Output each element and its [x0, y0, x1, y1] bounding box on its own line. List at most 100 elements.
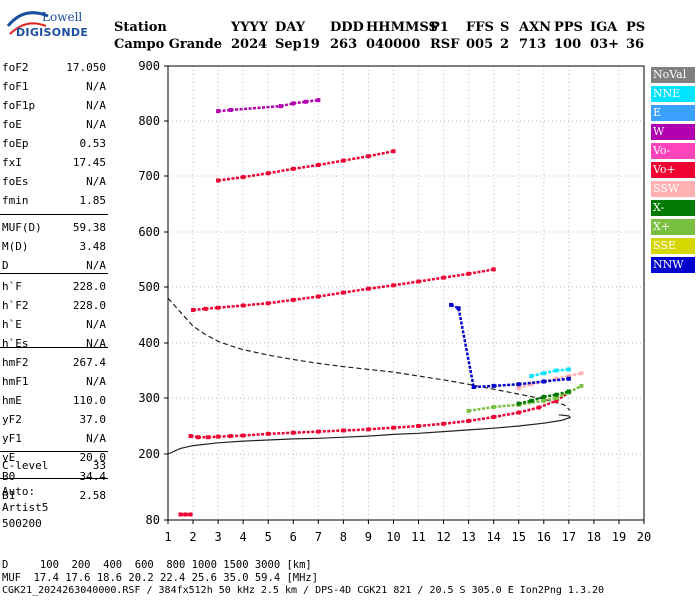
echo-point: [241, 433, 246, 438]
echo-point: [541, 398, 546, 403]
echo-point: [566, 374, 571, 378]
echo-point: [579, 383, 584, 388]
x-tick-label: 17: [562, 530, 576, 544]
param-value: N/A: [86, 259, 106, 272]
echo-point: [278, 104, 283, 109]
echo-point: [266, 171, 271, 176]
param-name: hmF1: [2, 375, 29, 388]
echo-trace-segment: [543, 377, 557, 383]
echo-point: [554, 396, 559, 400]
echo-trace-segment: [293, 430, 319, 434]
param-name: MUF(D): [2, 221, 42, 234]
echo-trace-segment: [217, 304, 244, 309]
echo-point: [491, 267, 496, 272]
echo-trace-segment: [343, 154, 369, 162]
echo-point: [441, 421, 446, 426]
echo-point: [216, 305, 221, 310]
param-row: C-level 33: [0, 456, 108, 475]
param-name: yF2: [2, 413, 22, 426]
param-name: foF2: [2, 61, 29, 74]
echo-point: [491, 404, 496, 409]
x-tick-label: 4: [240, 530, 247, 544]
echo-trace-segment: [343, 287, 369, 294]
param-name: yF1: [2, 432, 22, 445]
autoscale-text: Auto:: [2, 485, 36, 498]
x-tick-label: 10: [386, 530, 400, 544]
y-tick-label: 300: [138, 391, 160, 405]
param-name: foEp: [2, 137, 29, 150]
legend-item: X-: [651, 200, 695, 216]
echo-trace-segment: [530, 395, 545, 402]
echo-point: [316, 429, 321, 434]
echo-point: [566, 376, 571, 381]
echo-trace-segment: [555, 391, 570, 400]
param-value: 0.53: [79, 137, 107, 150]
header-label-yyyy: YYYY: [231, 20, 269, 35]
param-row: foF1p N/A: [0, 96, 108, 115]
x-tick-label: 9: [365, 530, 372, 544]
echo-point: [196, 435, 201, 440]
echo-trace-segment: [293, 100, 306, 105]
header-label-axn: AXN: [519, 20, 552, 35]
x-tick-label: 14: [486, 530, 500, 544]
echo-point: [541, 379, 546, 384]
legend-item: NNE: [651, 86, 695, 102]
y-tick-label: 400: [138, 336, 160, 350]
echo-point: [391, 425, 396, 430]
param-value: 37.0: [79, 413, 107, 426]
echo-trace-segment: [192, 307, 206, 312]
echo-trace-segment: [450, 303, 460, 310]
echo-trace-segment: [538, 399, 557, 409]
echo-point: [191, 307, 196, 312]
echo-trace-segment: [243, 432, 269, 437]
legend-item: W: [651, 124, 695, 140]
echo-point: [554, 392, 559, 397]
param-row: hmF1 N/A: [0, 372, 108, 391]
autoscale-line: 500200: [0, 514, 108, 533]
header-value-axn: 713: [519, 37, 547, 52]
lowell-digisonde-logo: Lowell DIGISONDE: [4, 4, 104, 44]
echo-trace-segment: [190, 434, 199, 439]
echo-point: [228, 434, 233, 439]
param-name: h`Es: [2, 337, 29, 350]
echo-point: [216, 434, 221, 439]
echo-trace-segment: [543, 377, 569, 383]
echo-trace-segment: [205, 306, 219, 311]
x-tick-label: 15: [512, 530, 526, 544]
param-row: yE 20.0: [0, 448, 108, 467]
echo-point: [341, 290, 346, 295]
header-value-p1: RSF: [430, 37, 460, 52]
param-row: foF1 N/A: [0, 77, 108, 96]
profile-solid-line: [167, 414, 572, 455]
param-value: 2.58: [79, 489, 107, 502]
echo-trace-segment: [518, 399, 544, 406]
echo-trace-segment: [318, 291, 344, 298]
param-separator: [0, 214, 108, 215]
echo-trace-segment: [368, 284, 394, 290]
header-value-day: Sep19: [275, 37, 320, 52]
echo-trace-segment: [468, 405, 494, 413]
param-name: hmE: [2, 394, 22, 407]
echo-point: [554, 398, 559, 403]
param-row: h`Es N/A: [0, 334, 108, 353]
param-row: B1 2.58: [0, 486, 108, 505]
param-row: yF1 N/A: [0, 429, 108, 448]
echo-point: [416, 424, 421, 428]
param-name: h`E: [2, 318, 22, 331]
echo-trace-segment: [268, 431, 294, 436]
header-label-iga: IGA: [590, 20, 618, 35]
param-value: 110.0: [72, 394, 106, 407]
legend-item: NNW: [651, 257, 695, 273]
param-name: C-level: [2, 459, 49, 472]
param-value: 1.85: [79, 194, 107, 207]
echo-point: [516, 382, 521, 387]
echo-trace-segment: [280, 102, 294, 108]
x-tick-label: 20: [637, 530, 651, 544]
autoscale-text: Artist5: [2, 501, 49, 514]
x-tick-label: 19: [612, 530, 626, 544]
header-value-ps: 36: [626, 37, 645, 52]
echo-point: [466, 418, 471, 423]
echo-trace-segment: [293, 295, 319, 302]
echo-point: [566, 390, 571, 395]
param-name: B0: [2, 470, 16, 483]
